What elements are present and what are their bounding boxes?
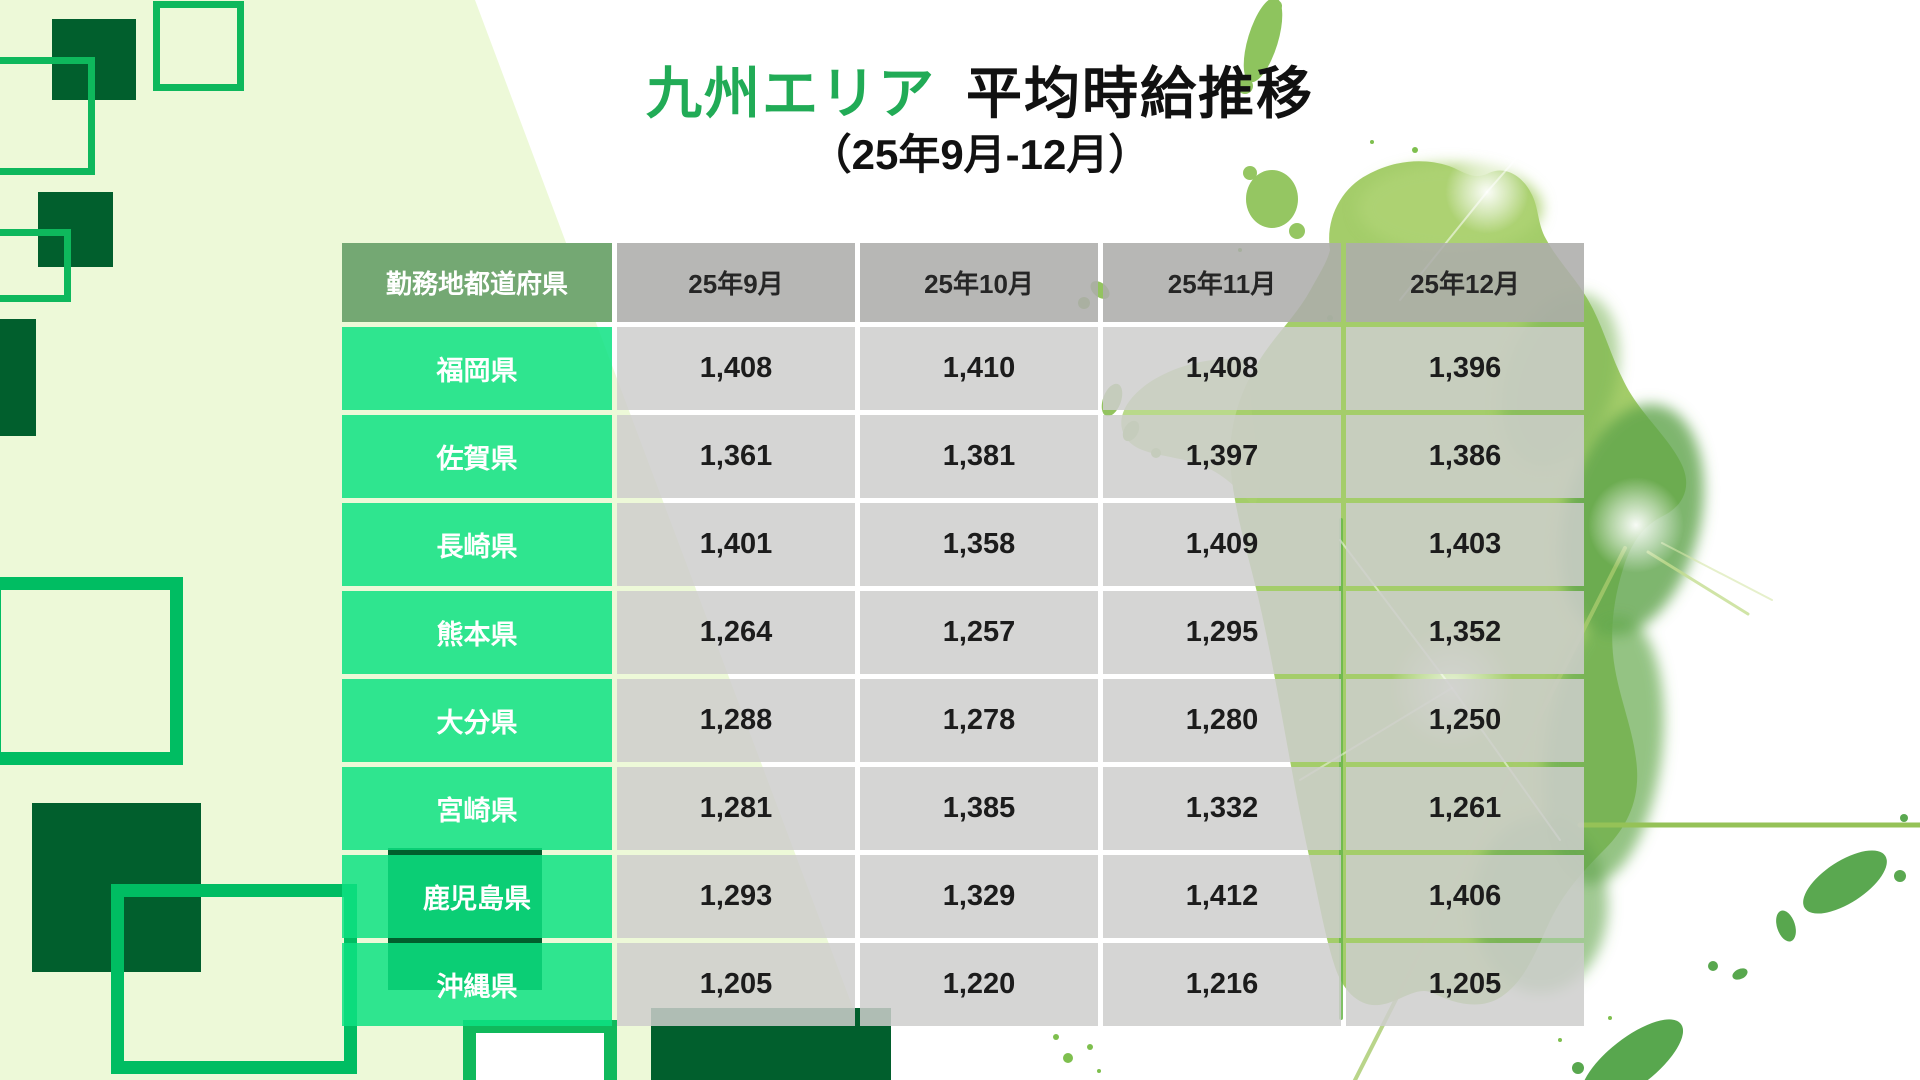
prefecture-cell: 鹿児島県: [342, 855, 612, 938]
wage-value-cell: 1,358: [860, 503, 1098, 586]
wage-value-cell: 1,205: [1346, 943, 1584, 1026]
wage-value-cell: 1,403: [1346, 503, 1584, 586]
wage-value-cell: 1,410: [860, 327, 1098, 410]
column-header-month: 25年12月: [1346, 243, 1584, 322]
deco-outline-square-3: [0, 229, 71, 302]
wage-value-cell: 1,288: [617, 679, 855, 762]
wage-value-cell: 1,352: [1346, 591, 1584, 674]
wage-value-cell: 1,257: [860, 591, 1098, 674]
wage-value-cell: 1,295: [1103, 591, 1341, 674]
column-header-month: 25年9月: [617, 243, 855, 322]
prefecture-cell: 福岡県: [342, 327, 612, 410]
wage-value-cell: 1,281: [617, 767, 855, 850]
wage-value-cell: 1,385: [860, 767, 1098, 850]
deco-outline-square-2: [0, 57, 95, 175]
wage-value-cell: 1,250: [1346, 679, 1584, 762]
wage-value-cell: 1,401: [617, 503, 855, 586]
column-header-month: 25年11月: [1103, 243, 1341, 322]
title-subtitle: （25年9月-12月）: [809, 131, 1151, 178]
wage-value-cell: 1,220: [860, 943, 1098, 1026]
iki-island: [1243, 166, 1305, 239]
prefecture-cell: 佐賀県: [342, 415, 612, 498]
prefecture-cell: 長崎県: [342, 503, 612, 586]
deco-outline-square-5: [111, 884, 357, 1074]
title-area-name: 九州エリア: [646, 62, 936, 125]
wage-value-cell: 1,216: [1103, 943, 1341, 1026]
wage-value-cell: 1,293: [617, 855, 855, 938]
wage-value-cell: 1,386: [1346, 415, 1584, 498]
okinawa-islands: [1572, 814, 1908, 1080]
prefecture-cell: 熊本県: [342, 591, 612, 674]
wage-value-cell: 1,397: [1103, 415, 1341, 498]
deco-white-square-bottom: [463, 1020, 617, 1080]
prefecture-cell: 大分県: [342, 679, 612, 762]
wage-value-cell: 1,261: [1346, 767, 1584, 850]
tsushima-island: [1237, 0, 1283, 94]
column-header-month: 25年10月: [860, 243, 1098, 322]
wage-value-cell: 1,409: [1103, 503, 1341, 586]
title-block: 九州エリア 平均時給推移 （25年9月-12月）: [480, 60, 1480, 182]
wage-value-cell: 1,361: [617, 415, 855, 498]
wage-value-cell: 1,280: [1103, 679, 1341, 762]
column-header-prefecture: 勤務地都道府県: [342, 243, 612, 322]
wage-value-cell: 1,406: [1346, 855, 1584, 938]
wage-value-cell: 1,329: [860, 855, 1098, 938]
wage-value-cell: 1,278: [860, 679, 1098, 762]
deco-outline-square-1: [153, 1, 244, 91]
wage-value-cell: 1,332: [1103, 767, 1341, 850]
wage-value-cell: 1,381: [860, 415, 1098, 498]
wage-value-cell: 1,408: [1103, 327, 1341, 410]
deco-outline-square-4: [0, 577, 183, 765]
wage-value-cell: 1,205: [617, 943, 855, 1026]
wage-value-cell: 1,396: [1346, 327, 1584, 410]
wage-value-cell: 1,264: [617, 591, 855, 674]
wage-value-cell: 1,408: [617, 327, 855, 410]
title-main: 平均時給推移: [966, 62, 1314, 125]
prefecture-cell: 宮崎県: [342, 767, 612, 850]
wage-value-cell: 1,412: [1103, 855, 1341, 938]
wage-table: 勤務地都道府県 25年9月 25年10月 25年11月 25年12月 福岡県 1,408 1,…: [342, 243, 1584, 1026]
prefecture-cell: 沖縄県: [342, 943, 612, 1026]
page-title: 九州エリア 平均時給推移: [480, 60, 1480, 128]
deco-dark-rect-1: [0, 319, 36, 436]
